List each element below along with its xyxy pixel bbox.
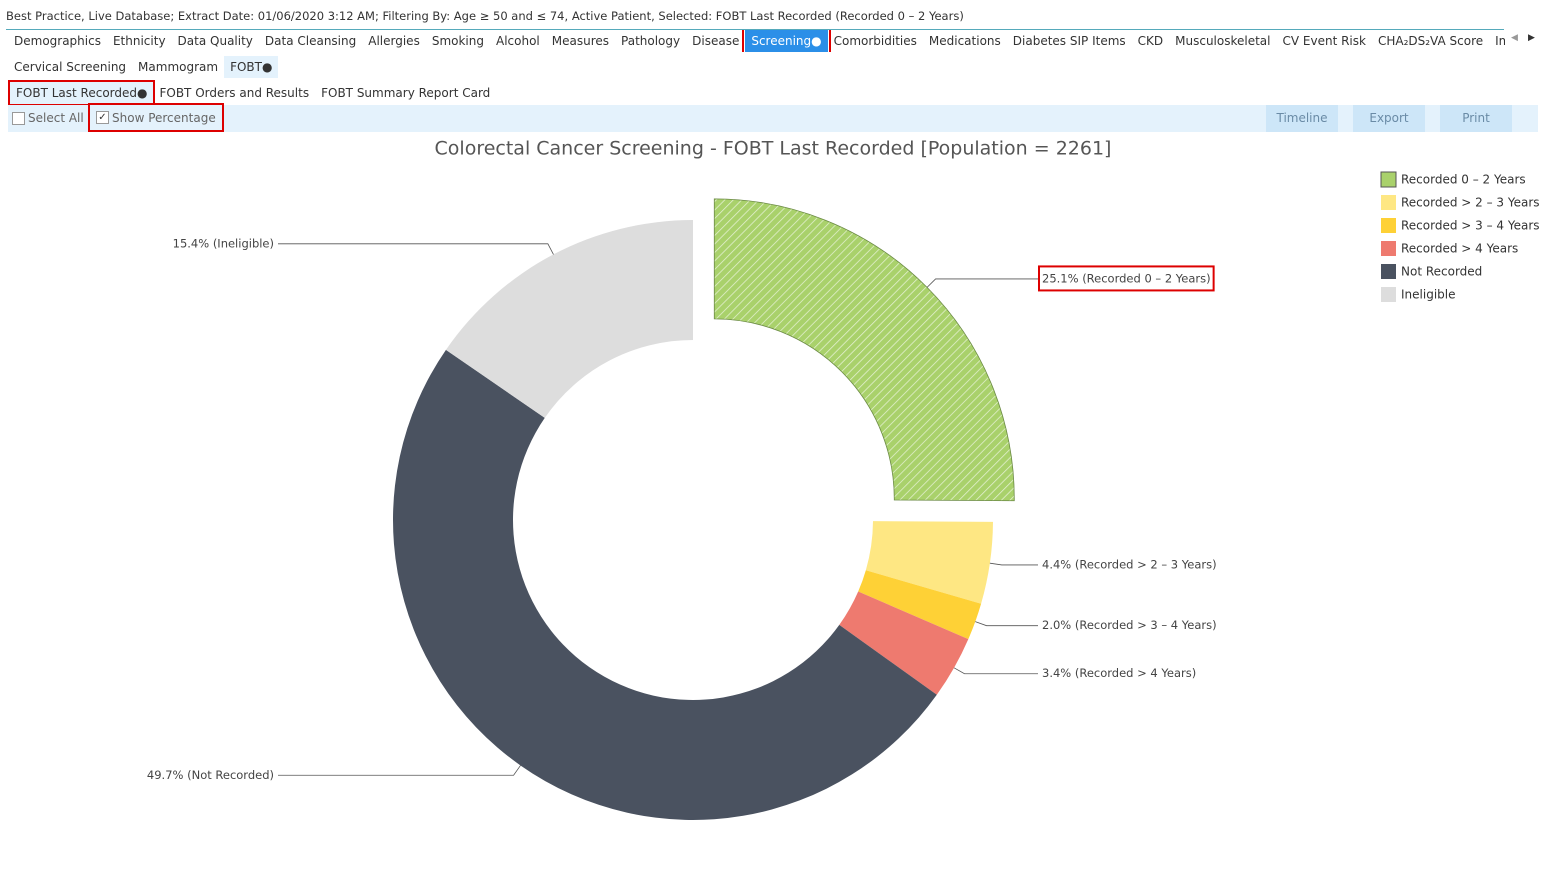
tab[interactable]: Screening●: [742, 30, 831, 52]
subtab-bar: Cervical Screening Mammogram FOBT●: [8, 56, 279, 78]
tab[interactable]: FOBT Summary Report Card: [321, 86, 491, 100]
divider: [6, 29, 1504, 30]
tab[interactable]: Diabetes SIP Items: [1012, 34, 1126, 48]
print-button[interactable]: Print: [1440, 105, 1512, 132]
tab[interactable]: Data Quality: [177, 34, 253, 48]
legend-label: Recorded > 3 – 4 Years: [1401, 219, 1540, 233]
tab[interactable]: Ethnicity: [112, 34, 166, 48]
tab[interactable]: CKD: [1137, 34, 1164, 48]
tab[interactable]: Musculoskeletal: [1175, 34, 1271, 48]
scroll-right[interactable]: ▶: [1528, 33, 1535, 43]
tab[interactable]: FOBT●: [224, 56, 279, 78]
tab[interactable]: FOBT Last Recorded●: [7, 80, 156, 106]
scroll-left[interactable]: ◀: [1511, 33, 1518, 43]
tab[interactable]: Allergies: [368, 34, 420, 48]
leader-line: [953, 667, 1038, 675]
leader-line: [975, 621, 1038, 627]
tab[interactable]: Mammogram: [138, 60, 219, 74]
leader-line: [989, 562, 1038, 566]
legend-swatch: [1381, 195, 1396, 210]
donut-slice: [393, 349, 937, 820]
tab[interactable]: Alcohol: [495, 34, 540, 48]
export-button[interactable]: Export: [1353, 105, 1425, 132]
donut-slice: [858, 570, 982, 640]
status-bar: Best Practice, Live Database; Extract Da…: [6, 9, 964, 23]
highlight-box: [1038, 265, 1215, 292]
tab[interactable]: CV Event Risk: [1282, 34, 1366, 48]
legend-label: Not Recorded: [1401, 265, 1482, 279]
legend-swatch: [1381, 241, 1396, 256]
select-all[interactable]: Select All: [12, 111, 84, 125]
data-label: 4.4% (Recorded > 2 – 3 Years): [1042, 557, 1217, 571]
legend-swatch: [1381, 287, 1396, 302]
show-percentage-label: Show Percentage: [112, 110, 216, 125]
tab[interactable]: Measures: [551, 34, 610, 48]
tab-bar: Demographics Ethnicity Data Quality Data Cl…: [8, 30, 1505, 52]
toolbar: Select All ✓ Show Percentage Timeline Exp…: [8, 103, 1538, 132]
data-label: 25.1% (Recorded 0 – 2 Years): [1042, 271, 1211, 285]
show-percentage[interactable]: ✓ Show Percentage: [88, 103, 224, 132]
tab[interactable]: Cervical Screening: [14, 60, 127, 74]
chart-title: Colorectal Cancer Screening - FOBT Last …: [435, 138, 1112, 160]
leader-line: [278, 765, 521, 776]
data-label: 2.0% (Recorded > 3 – 4 Years): [1042, 618, 1217, 632]
tab[interactable]: Comorbidities: [833, 34, 917, 48]
tab[interactable]: Pathology: [621, 34, 681, 48]
timeline-button[interactable]: Timeline: [1266, 105, 1338, 132]
report-tab-bar: FOBT Last Recorded● FOBT Orders and Resul…: [7, 80, 496, 106]
data-label: 49.7% (Not Recorded): [147, 768, 274, 782]
donut-slice: [839, 591, 969, 695]
legend-label: Recorded 0 – 2 Years: [1401, 173, 1526, 187]
legend-swatch: [1380, 171, 1397, 188]
tab[interactable]: Medications: [928, 34, 1001, 48]
data-label: 15.4% (Ineligible): [173, 236, 274, 250]
legend-label: Recorded > 2 – 3 Years: [1401, 196, 1540, 210]
chart: Colorectal Cancer Screening - FOBT Last …: [147, 138, 1540, 820]
tab[interactable]: Smoking: [431, 34, 484, 48]
leader-line: [926, 278, 1038, 288]
data-label: 3.4% (Recorded > 4 Years): [1042, 666, 1196, 680]
tab[interactable]: Immunisations: [1495, 34, 1505, 48]
tab[interactable]: CHA₂DS₂VA Score: [1377, 34, 1484, 48]
legend-swatch: [1381, 218, 1396, 233]
legend-label: Ineligible: [1401, 288, 1455, 302]
tab[interactable]: Demographics: [14, 34, 101, 48]
tab[interactable]: Data Cleansing: [264, 34, 357, 48]
donut-slice: [865, 521, 993, 604]
donut-slice: [445, 219, 693, 418]
legend-swatch: [1381, 264, 1396, 279]
select-all-label: Select All: [28, 111, 84, 125]
legend-label: Recorded > 4 Years: [1401, 242, 1518, 256]
tab[interactable]: FOBT Orders and Results: [159, 86, 310, 100]
leader-line: [278, 243, 554, 255]
donut-slice: [713, 198, 1015, 502]
tab[interactable]: Disease: [692, 34, 740, 48]
